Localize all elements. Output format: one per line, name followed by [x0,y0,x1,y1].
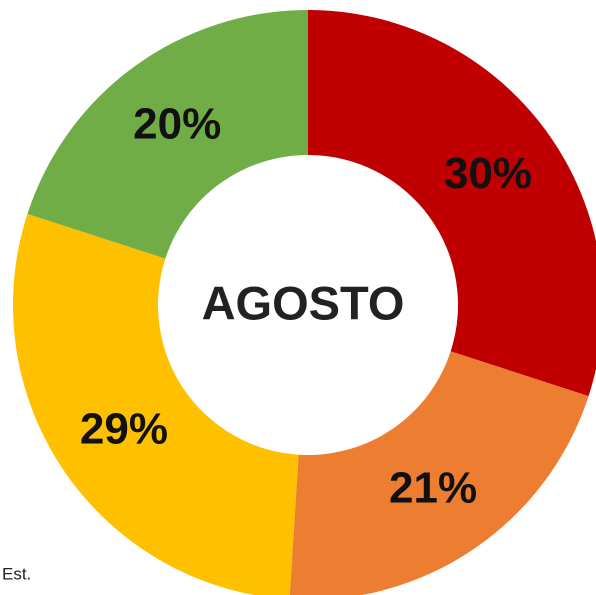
donut-slice [308,10,596,397]
note: Est. [2,564,31,583]
value-label: 20% [133,100,221,149]
donut-slice [27,10,309,259]
center-label: AGOSTO [202,276,405,329]
value-label: 30% [444,149,532,198]
value-label: 21% [389,464,477,513]
value-label: 29% [80,405,168,454]
donut-slice [289,351,589,595]
donut-slice [13,213,299,595]
